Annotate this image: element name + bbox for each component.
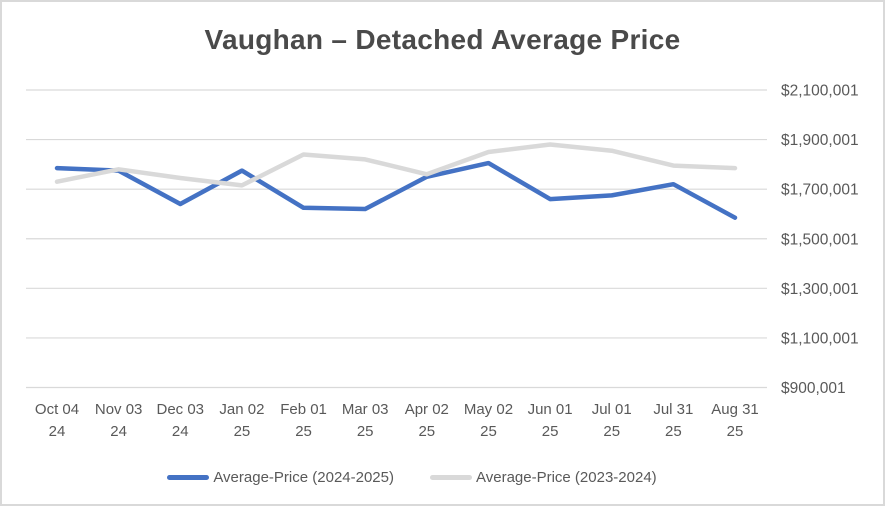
y-axis-tick-label: $2,100,001 (781, 83, 859, 100)
x-axis-tick-label-line1: Feb 01 (280, 401, 327, 418)
x-axis-tick-label-line2: 25 (542, 423, 559, 440)
x-axis-tick-label-line2: 24 (49, 423, 66, 440)
legend-swatch-gray-line (430, 474, 472, 480)
y-axis-tick-label: $1,100,001 (781, 330, 859, 347)
x-axis-tick-label-line1: Nov 03 (95, 401, 143, 418)
x-axis-tick-label-line2: 25 (357, 423, 374, 440)
x-axis-tick-label-line1: Jul 01 (592, 401, 632, 418)
legend-label-2023-2024: Average-Price (2023-2024) (476, 468, 657, 486)
x-axis-tick-label-line2: 25 (603, 423, 620, 440)
x-axis-tick-label-line2: 25 (234, 423, 251, 440)
x-axis-tick-label-line2: 24 (110, 423, 127, 440)
x-axis-tick-label-line2: 25 (665, 423, 682, 440)
series-line-average-price-2023-2024 (54, 142, 738, 188)
x-axis-tick-label-line2: 25 (295, 423, 312, 440)
y-axis-tick-label: $1,300,001 (781, 281, 859, 298)
x-axis-tick-label-line1: Apr 02 (405, 401, 449, 418)
legend-item-average-price-2023-2024: Average-Price (2023-2024) (430, 469, 657, 486)
x-axis-tick-label-line1: Jan 02 (219, 401, 264, 418)
legend-swatch-blue-line (167, 474, 210, 480)
x-axis-tick-label-line1: Dec 03 (157, 401, 205, 418)
series-line-average-price-2024-2025 (54, 160, 738, 220)
y-axis-tick-label: $900,001 (781, 380, 846, 397)
legend-label-2024-2025: Average-Price (2024-2025) (213, 468, 394, 486)
y-axis-tick-label: $1,700,001 (781, 182, 859, 199)
x-axis-tick-label-line1: Mar 03 (342, 401, 389, 418)
legend-item-average-price-2024-2025: Average-Price (2024-2025) (167, 469, 394, 486)
chart-legend: Average-Price (2024-2025) Average-Price … (2, 463, 822, 491)
y-axis-tick-label: $1,900,001 (781, 132, 859, 149)
x-axis-tick-label-line1: Aug 31 (711, 401, 759, 418)
x-axis-tick-label-line2: 25 (727, 423, 744, 440)
x-axis-tick-label-line2: 25 (480, 423, 497, 440)
x-axis-tick-label-line1: Jun 01 (528, 401, 573, 418)
x-axis-tick-label-line2: 25 (418, 423, 435, 440)
x-axis-tick-label-line1: Jul 31 (653, 401, 693, 418)
chart-title: Vaughan – Detached Average Price (204, 24, 681, 55)
x-axis-tick-label-line2: 24 (172, 423, 189, 440)
y-axis-tick-label: $1,500,001 (781, 231, 859, 248)
x-axis-tick-label-line1: Oct 04 (35, 401, 79, 418)
x-axis-tick-label-line1: May 02 (464, 401, 513, 418)
